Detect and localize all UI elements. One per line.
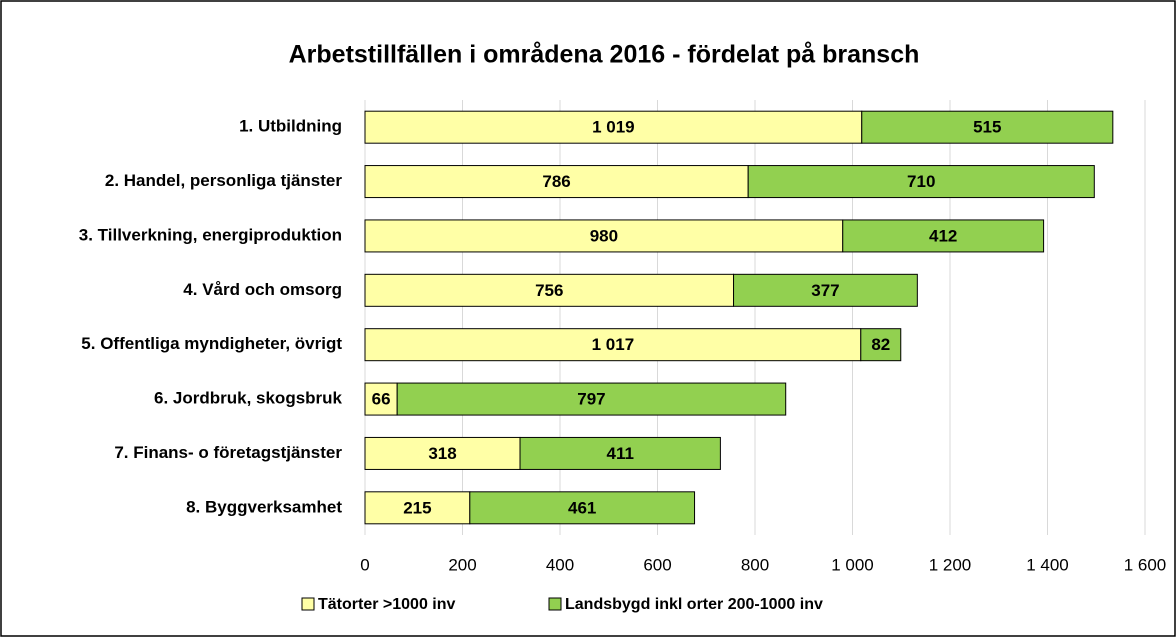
x-tick-label: 600 — [643, 555, 671, 574]
x-tick-label: 800 — [741, 555, 769, 574]
data-label: 215 — [403, 498, 431, 517]
bar-segment — [364, 165, 749, 199]
data-label: 710 — [907, 172, 935, 191]
bar-segment — [364, 219, 844, 253]
x-tick-label: 1 400 — [1026, 555, 1069, 574]
category-label: 5. Offentliga myndigheter, övrigt — [81, 334, 342, 353]
category-label: 3. Tillverkning, energiproduktion — [79, 225, 342, 244]
category-label: 1. Utbildning — [239, 117, 342, 136]
bar-segment — [733, 273, 918, 307]
data-label: 66 — [372, 390, 391, 409]
bar-segment — [364, 328, 862, 362]
bar-segment — [364, 382, 398, 416]
bar-segment — [842, 219, 1045, 253]
legend-swatch — [548, 597, 562, 611]
bar-segment — [396, 382, 787, 416]
data-label: 756 — [535, 281, 563, 300]
legend-label: Landsbygd inkl orter 200-1000 inv — [565, 596, 823, 613]
category-label: 8. Byggverksamhet — [186, 497, 342, 516]
data-label: 980 — [590, 226, 618, 245]
data-label: 1 019 — [592, 118, 635, 137]
bar-segment — [860, 328, 902, 362]
data-label: 411 — [606, 444, 633, 463]
category-label: 4. Vård och omsorg — [183, 280, 342, 299]
bar-segment — [861, 110, 1114, 144]
data-label: 515 — [973, 118, 1001, 137]
category-label: 6. Jordbruk, skogsbruk — [154, 389, 343, 408]
bar-segment — [747, 165, 1095, 199]
data-label: 318 — [428, 444, 456, 463]
data-label: 797 — [577, 390, 605, 409]
legend-label: Tätorter >1000 inv — [318, 596, 456, 613]
bar-segment — [364, 273, 735, 307]
x-tick-label: 200 — [448, 555, 476, 574]
x-tick-label: 1 600 — [1124, 555, 1167, 574]
legend-swatch — [301, 597, 315, 611]
data-label: 461 — [568, 498, 596, 517]
data-label: 786 — [542, 172, 570, 191]
x-tick-label: 400 — [546, 555, 574, 574]
x-tick-label: 1 200 — [929, 555, 972, 574]
chart-title: Arbetstillfällen i områdena 2016 - förde… — [289, 41, 920, 69]
data-label: 377 — [811, 281, 839, 300]
data-label: 412 — [929, 226, 957, 245]
bar-segment — [364, 491, 471, 525]
bar-segment — [469, 491, 696, 525]
data-label: 82 — [871, 335, 890, 354]
data-label: 1 017 — [592, 335, 635, 354]
x-tick-label: 1 000 — [831, 555, 874, 574]
x-tick-label: 0 — [360, 555, 369, 574]
category-label: 2. Handel, personliga tjänster — [105, 171, 343, 190]
category-label: 7. Finans- o företagstjänster — [114, 443, 342, 462]
bar-segment — [519, 436, 721, 470]
bar-segment — [364, 436, 521, 470]
